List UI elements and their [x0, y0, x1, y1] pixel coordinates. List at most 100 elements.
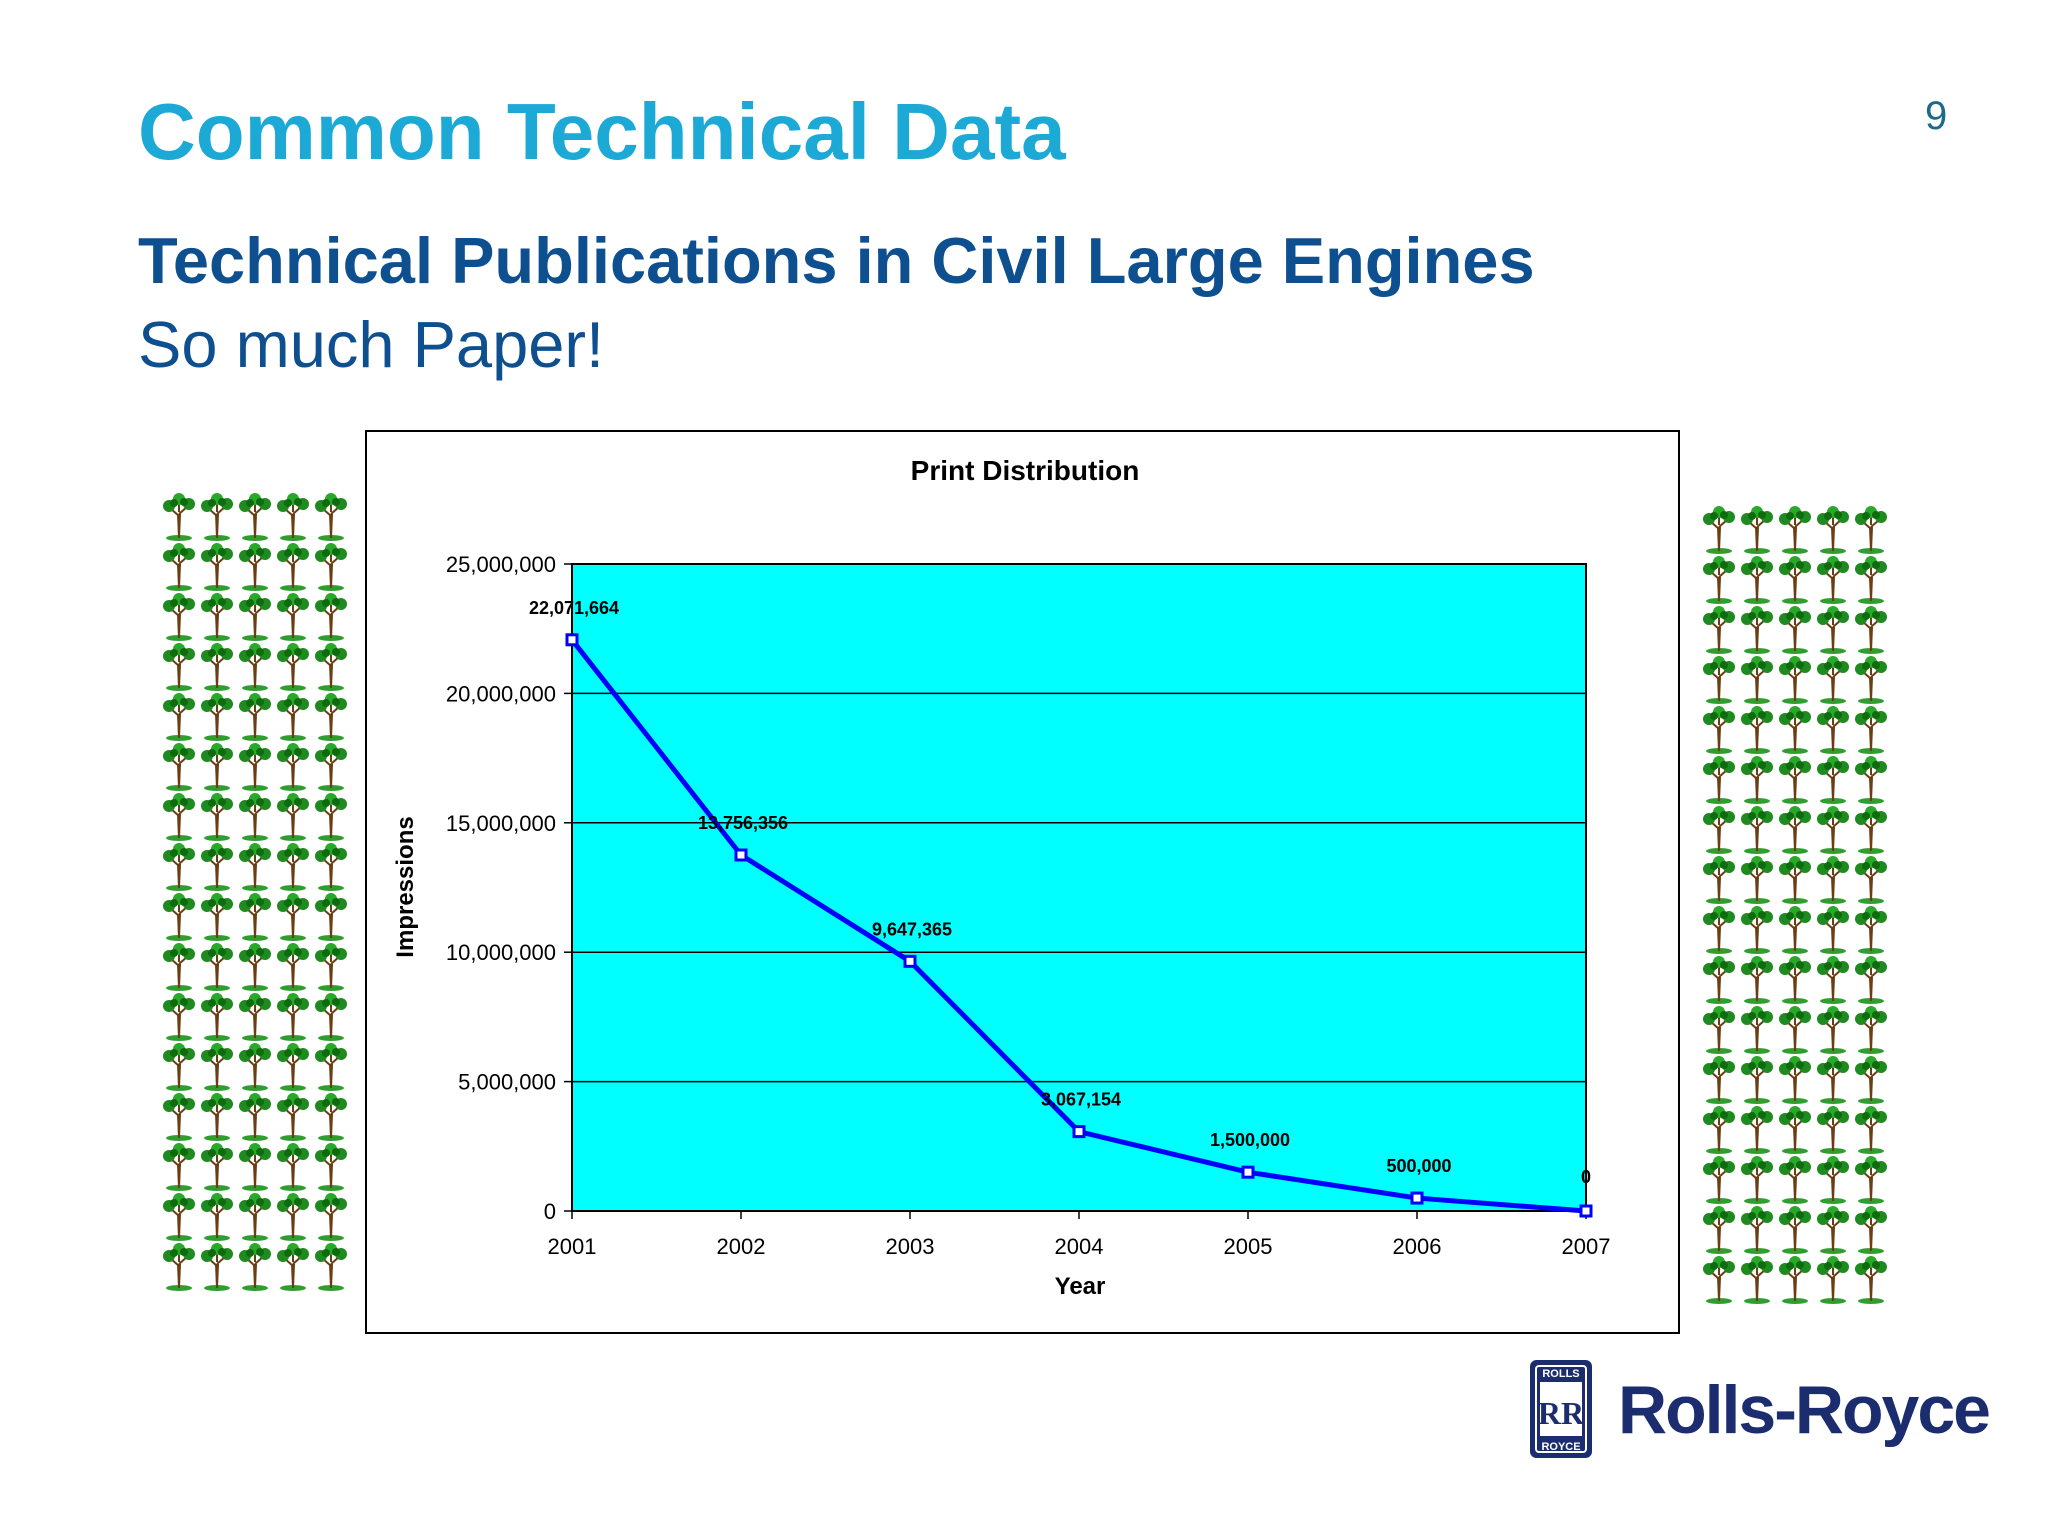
data-label: 22,071,664 — [529, 598, 619, 618]
slide-tagline: So much Paper! — [138, 308, 605, 381]
tree-icon — [1700, 755, 1738, 805]
y-axis-label: Impressions — [392, 816, 419, 957]
tree-icon — [1738, 605, 1776, 655]
data-label: 9,647,365 — [872, 919, 952, 939]
tree-icon — [1776, 755, 1814, 805]
tree-icon — [312, 1042, 350, 1092]
tree-icon — [1738, 1105, 1776, 1155]
tree-icon — [274, 492, 312, 542]
tree-icon — [1700, 655, 1738, 705]
tree-icon — [160, 1142, 198, 1192]
tree-icon — [1776, 555, 1814, 605]
data-point — [565, 633, 579, 647]
tree-icon — [312, 1192, 350, 1242]
tree-icon — [312, 492, 350, 542]
tree-icon — [236, 992, 274, 1042]
tree-icon — [274, 1092, 312, 1142]
tree-icon — [1700, 805, 1738, 855]
tree-icon — [236, 892, 274, 942]
tree-icon — [1700, 855, 1738, 905]
tree-icon — [236, 792, 274, 842]
tree-icon — [198, 1192, 236, 1242]
tree-icon — [274, 742, 312, 792]
tree-icon — [160, 692, 198, 742]
tree-icon — [198, 892, 236, 942]
tree-icon — [1776, 1205, 1814, 1255]
rolls-royce-logo: ROLLS RR ROYCE Rolls-Royce — [1530, 1360, 1991, 1460]
tree-icon — [198, 1242, 236, 1292]
tree-icon — [160, 642, 198, 692]
tree-icon — [1700, 1155, 1738, 1205]
tree-icon — [1700, 1105, 1738, 1155]
tree-icon — [1852, 505, 1890, 555]
print-distribution-chart: Print Distribution Year Impressions 0 5,0… — [392, 455, 1611, 1300]
tree-icon — [236, 1242, 274, 1292]
tree-icon — [160, 842, 198, 892]
data-label: 1,500,000 — [1210, 1130, 1290, 1150]
tree-icon — [160, 1092, 198, 1142]
tree-icon — [1814, 805, 1852, 855]
data-point — [734, 848, 748, 862]
y-tick-label: 25,000,000 — [446, 552, 556, 577]
x-tick-label: 2006 — [1393, 1234, 1442, 1259]
tree-icon — [236, 1192, 274, 1242]
tree-icon — [1814, 555, 1852, 605]
tree-icon — [236, 542, 274, 592]
tree-icon — [1738, 1055, 1776, 1105]
chart-title: Print Distribution — [911, 455, 1140, 486]
tree-icon — [236, 1142, 274, 1192]
tree-icon — [1852, 1105, 1890, 1155]
tree-icon — [236, 842, 274, 892]
tree-icon — [312, 1242, 350, 1292]
tree-icon — [312, 942, 350, 992]
tree-icon — [274, 542, 312, 592]
tree-icon — [1814, 755, 1852, 805]
tree-icon — [160, 1242, 198, 1292]
x-tick-label: 2005 — [1224, 1234, 1273, 1259]
tree-icon — [1700, 1055, 1738, 1105]
tree-icon — [1814, 1005, 1852, 1055]
tree-icon — [1852, 1005, 1890, 1055]
tree-icon — [198, 842, 236, 892]
tree-icon — [274, 692, 312, 742]
data-label: 0 — [1581, 1167, 1591, 1187]
tree-icon — [1852, 755, 1890, 805]
tree-icon — [312, 542, 350, 592]
tree-icon — [160, 592, 198, 642]
tree-icon — [236, 742, 274, 792]
tree-icon — [1776, 955, 1814, 1005]
tree-grid-right — [1700, 505, 1890, 1313]
tree-icon — [1852, 955, 1890, 1005]
data-point — [1579, 1204, 1593, 1218]
tree-icon — [1814, 655, 1852, 705]
tree-icon — [274, 842, 312, 892]
data-label: 3,067,154 — [1041, 1090, 1121, 1110]
tree-icon — [198, 492, 236, 542]
tree-icon — [236, 492, 274, 542]
data-point — [903, 954, 917, 968]
tree-icon — [274, 592, 312, 642]
tree-icon — [1852, 1055, 1890, 1105]
tree-icon — [1738, 805, 1776, 855]
tree-icon — [160, 742, 198, 792]
x-tick-label: 2007 — [1562, 1234, 1611, 1259]
tree-icon — [236, 1092, 274, 1142]
tree-icon — [274, 992, 312, 1042]
tree-icon — [236, 642, 274, 692]
tree-icon — [160, 1042, 198, 1092]
tree-icon — [1814, 1255, 1852, 1305]
tree-icon — [1776, 705, 1814, 755]
tree-icon — [160, 1192, 198, 1242]
tree-icon — [198, 592, 236, 642]
tree-icon — [274, 1142, 312, 1192]
tree-icon — [160, 542, 198, 592]
tree-icon — [160, 792, 198, 842]
tree-icon — [1776, 1005, 1814, 1055]
x-tick-label: 2002 — [717, 1234, 766, 1259]
tree-icon — [160, 892, 198, 942]
tree-icon — [1852, 1155, 1890, 1205]
tree-icon — [1700, 1005, 1738, 1055]
tree-icon — [1700, 555, 1738, 605]
data-label: 500,000 — [1386, 1156, 1451, 1176]
tree-icon — [1700, 1205, 1738, 1255]
